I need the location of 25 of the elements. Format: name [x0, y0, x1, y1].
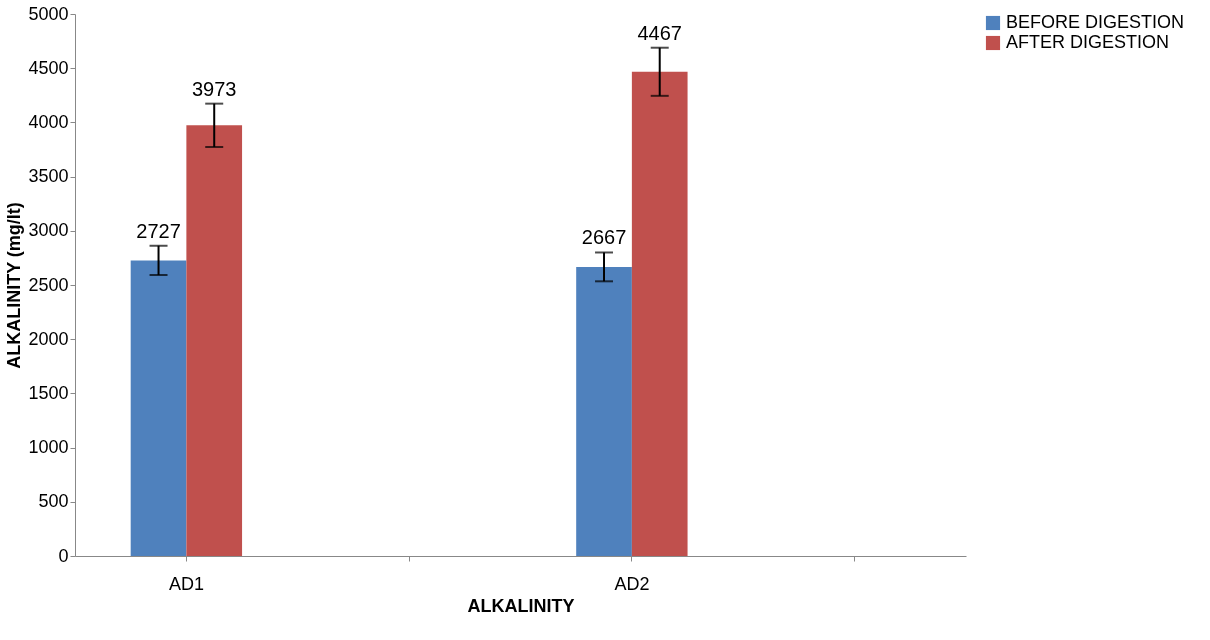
- y-tick-label: 5000: [28, 3, 69, 24]
- y-tick-label: 2500: [28, 274, 69, 295]
- y-tick-label: 500: [38, 491, 69, 512]
- bar: [130, 260, 187, 556]
- y-tick-label: 0: [58, 545, 69, 566]
- x-tick-label: AD1: [168, 573, 204, 594]
- bar: [631, 71, 688, 556]
- y-tick-label: 4000: [28, 111, 69, 132]
- y-tick-label: 1500: [28, 382, 69, 403]
- bar: [186, 125, 243, 556]
- y-axis-title: ALKALINITY (mg/lt): [4, 202, 25, 369]
- y-tick-label: 2000: [28, 328, 69, 349]
- data-label: 4467: [637, 21, 682, 44]
- legend-label: BEFORE DIGESTION: [1006, 12, 1185, 32]
- bar: [576, 266, 632, 556]
- x-tick-label: AD2: [614, 573, 650, 594]
- y-tick-label: 1000: [28, 437, 69, 458]
- x-axis-title: ALKALINITY: [467, 595, 575, 616]
- y-tick-label: 3000: [28, 220, 69, 241]
- data-label: 2727: [136, 219, 181, 242]
- y-tick-label: 4500: [28, 57, 69, 78]
- data-label: 3973: [191, 77, 237, 100]
- y-tick-label: 3500: [28, 166, 69, 187]
- data-label: 2667: [581, 226, 627, 249]
- legend-label: AFTER DIGESTION: [1006, 32, 1170, 52]
